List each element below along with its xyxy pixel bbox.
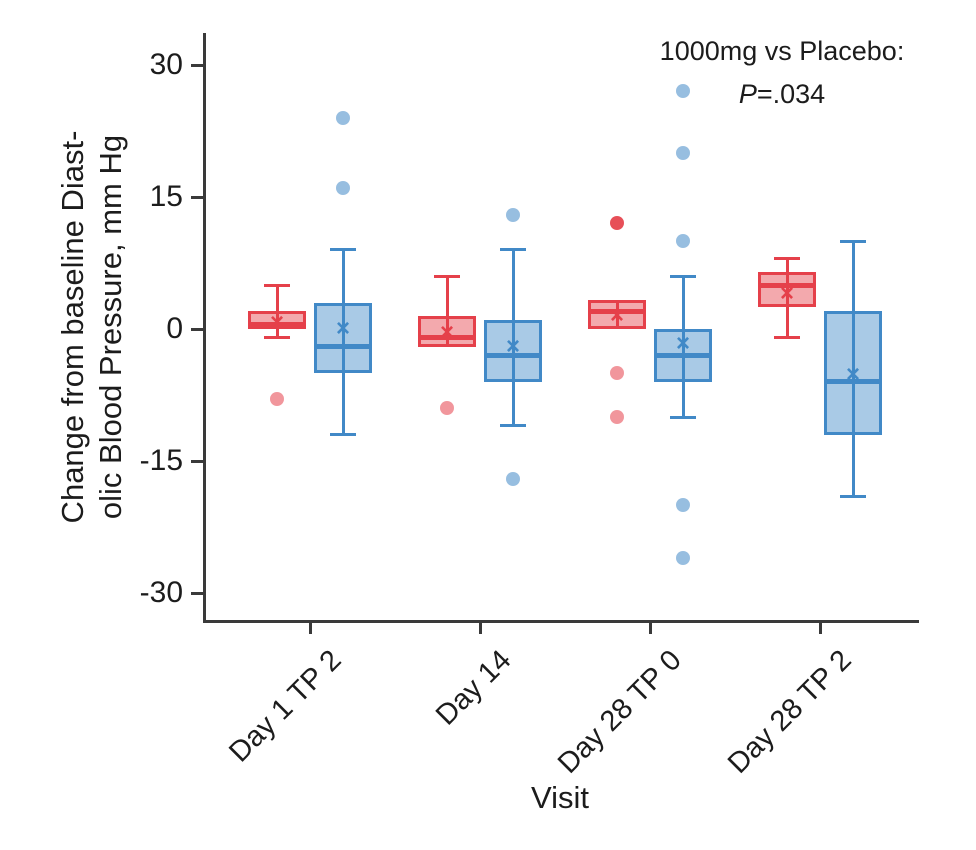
whisker-cap-bottom-placebo-day-28-tp-0 (670, 415, 696, 419)
y-tick-mark (191, 327, 203, 331)
whisker-cap-bottom-placebo-day-1-tp-2 (330, 433, 356, 437)
y-axis-title-line1: Change from baseline Diast- (55, 130, 90, 524)
outlier-placebo-day-28-tp-0-4 (676, 550, 690, 565)
x-tick-mark (648, 621, 652, 634)
mean-marker-1000mg-day-28-tp-2: × (779, 279, 795, 307)
y-tick-label: 15 (149, 180, 183, 213)
x-axis-title: Visit (530, 780, 589, 815)
mean-marker-1000mg-day-1-tp-2: × (269, 308, 285, 336)
mean-marker-placebo-day-28-tp-2: × (845, 360, 861, 388)
p-symbol: P (738, 79, 757, 109)
y-axis-line (203, 33, 206, 623)
whisker-cap-top-placebo-day-28-tp-2 (840, 239, 866, 243)
outlier-placebo-day-28-tp-0-1 (676, 146, 690, 160)
whisker-1000mg-day-28-tp-0 (615, 299, 619, 329)
y-tick-label: -15 (139, 444, 183, 477)
x-tick-mark (478, 621, 482, 634)
whisker-cap-bottom-1000mg-day-1-tp-2 (264, 336, 290, 340)
whisker-cap-top-placebo-day-1-tp-2 (330, 248, 356, 252)
outlier-1000mg-day-28-tp-0-1 (610, 410, 624, 424)
whisker-cap-top-1000mg-day-28-tp-2 (774, 257, 800, 261)
x-tick-label-day-28-tp-0: Day 28 TP 0 (551, 644, 688, 780)
p-value-annotation: 1000mg vs Placebo: P=.034 (648, 30, 916, 116)
outlier-1000mg-day-14-0 (440, 401, 454, 416)
whisker-cap-top-placebo-day-28-tp-0 (670, 274, 696, 278)
outlier-placebo-day-14-1 (506, 471, 520, 486)
outlier-placebo-day-28-tp-0-3 (676, 498, 690, 512)
mean-marker-placebo-day-1-tp-2: × (335, 315, 351, 342)
whisker-1000mg-day-14 (445, 276, 449, 347)
box-1000mg-day-28-tp-2 (758, 271, 816, 307)
x-tick-mark (308, 621, 312, 634)
median-1000mg-day-28-tp-0 (588, 308, 646, 314)
p-value: =.034 (756, 79, 826, 109)
mean-marker-placebo-day-14: × (505, 332, 521, 360)
whisker-cap-bottom-1000mg-day-28-tp-2 (774, 336, 800, 340)
outlier-placebo-day-1-tp-2-1 (336, 181, 350, 196)
mean-marker-1000mg-day-28-tp-0: × (609, 301, 625, 329)
whisker-cap-top-placebo-day-14 (500, 248, 526, 252)
y-tick-label: -30 (139, 576, 183, 609)
outlier-solid-1000mg-day-28-tp-0-0 (610, 216, 624, 231)
box-placebo-day-1-tp-2 (314, 302, 372, 373)
whisker-cap-top-1000mg-day-14 (434, 274, 460, 278)
whisker-cap-top-1000mg-day-1-tp-2 (264, 283, 290, 287)
y-tick-label: 30 (149, 48, 183, 81)
median-placebo-day-14 (484, 352, 542, 358)
median-1000mg-day-28-tp-2 (758, 282, 816, 288)
whisker-cap-bottom-placebo-day-28-tp-2 (840, 494, 866, 498)
box-placebo-day-28-tp-2 (824, 311, 882, 435)
whisker-placebo-day-14 (511, 249, 515, 426)
median-1000mg-day-1-tp-2 (248, 322, 306, 328)
y-tick-mark (191, 459, 203, 463)
mean-marker-placebo-day-28-tp-0: × (675, 329, 691, 357)
y-tick-mark (191, 63, 203, 67)
y-tick-label: 0 (166, 312, 183, 345)
outlier-1000mg-day-1-tp-2-0 (270, 392, 284, 407)
box-1000mg-day-28-tp-0 (588, 299, 646, 329)
y-tick-mark (191, 195, 203, 199)
x-tick-mark (818, 621, 822, 634)
median-placebo-day-28-tp-0 (654, 352, 712, 358)
annotation-p-value-line: P=.034 (648, 73, 916, 116)
whisker-1000mg-day-28-tp-2 (785, 258, 789, 338)
outlier-1000mg-day-28-tp-0-0 (610, 366, 624, 380)
median-placebo-day-28-tp-2 (824, 379, 882, 385)
x-tick-label-day-28-tp-2: Day 28 TP 2 (721, 644, 858, 780)
median-placebo-day-1-tp-2 (314, 344, 372, 350)
x-axis-line (203, 620, 919, 623)
x-tick-label-day-14: Day 14 (430, 644, 518, 732)
box-placebo-day-14 (484, 320, 542, 382)
outlier-placebo-day-28-tp-0-2 (676, 234, 690, 248)
whisker-cap-bottom-placebo-day-14 (500, 424, 526, 428)
whisker-placebo-day-28-tp-2 (851, 241, 855, 497)
whisker-placebo-day-1-tp-2 (341, 249, 345, 435)
box-1000mg-day-14 (418, 315, 476, 347)
x-tick-label-day-1-tp-2: Day 1 TP 2 (223, 644, 348, 769)
median-1000mg-day-14 (418, 335, 476, 341)
outlier-placebo-day-1-tp-2-0 (336, 110, 350, 125)
outlier-placebo-day-28-tp-0-0 (676, 84, 690, 99)
y-tick-mark (191, 591, 203, 595)
whisker-placebo-day-28-tp-0 (681, 276, 685, 417)
annotation-comparison-line: 1000mg vs Placebo: (659, 36, 905, 66)
mean-marker-1000mg-day-14: × (439, 319, 455, 347)
outlier-placebo-day-14-0 (506, 207, 520, 222)
